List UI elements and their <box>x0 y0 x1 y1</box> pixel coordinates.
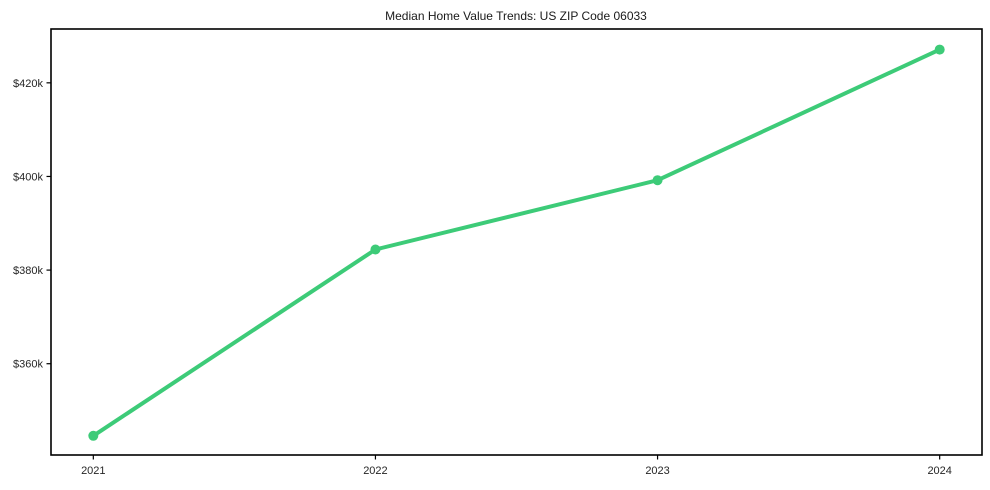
x-tick-label: 2022 <box>363 465 387 477</box>
y-tick-label: $400k <box>13 171 43 183</box>
data-point-marker <box>652 175 663 186</box>
trend-line <box>91 47 942 438</box>
data-point-marker <box>370 244 381 255</box>
y-tick-label: $420k <box>13 78 43 90</box>
data-point-marker <box>88 430 99 441</box>
axes-spines <box>50 28 983 456</box>
x-tick-label: 2023 <box>645 465 669 477</box>
plot-area: $360k $380k $400k $420k 2021 2022 2023 2024 <box>13 28 983 477</box>
chart-title: Median Home Value Trends: US ZIP Code 06… <box>385 9 647 23</box>
data-point-marker <box>934 44 945 55</box>
x-tick-label: 2021 <box>81 465 105 477</box>
y-tick-label: $360k <box>13 359 43 371</box>
x-tick-label: 2024 <box>927 465 951 477</box>
y-tick-label: $380k <box>13 265 43 277</box>
